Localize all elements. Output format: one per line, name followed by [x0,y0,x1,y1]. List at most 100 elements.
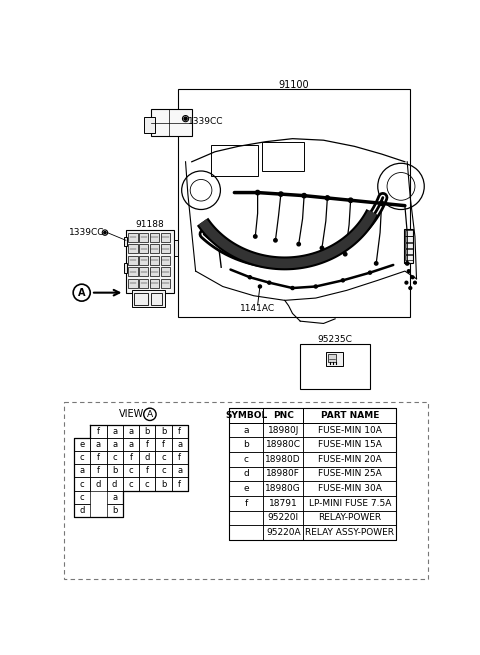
Text: 18980C: 18980C [266,440,300,449]
Text: c: c [80,453,84,462]
Bar [123,425,139,438]
Bar [263,452,303,466]
Text: b: b [112,466,117,476]
Bar [303,481,396,496]
Circle shape [279,192,283,196]
Circle shape [274,238,277,242]
Text: 91100: 91100 [279,80,310,90]
Text: 1339CC: 1339CC [70,228,105,237]
Text: c: c [80,479,84,489]
Circle shape [320,246,324,250]
Text: FUSE-MIN 25A: FUSE-MIN 25A [318,470,382,479]
Text: e: e [80,440,84,449]
Text: b: b [161,479,166,489]
Bar [128,255,137,265]
Circle shape [409,287,412,290]
Bar [404,229,413,263]
Text: SYMBOL: SYMBOL [225,411,267,420]
Text: a: a [128,427,133,436]
Bar [161,267,170,276]
Text: f: f [146,440,149,449]
Text: 1339CC: 1339CC [188,117,223,126]
Bar [161,233,170,242]
Circle shape [369,271,372,274]
Bar [128,267,137,276]
Text: PART NAME: PART NAME [321,411,379,420]
Text: 18791: 18791 [269,498,298,508]
Text: a: a [112,493,117,502]
Bar [178,89,410,316]
Bar [132,290,165,307]
Text: c: c [129,479,133,489]
Text: 18980F: 18980F [266,470,300,479]
Text: c: c [80,493,84,502]
Text: A: A [147,410,153,419]
Bar [263,438,303,452]
Circle shape [411,276,414,278]
Bar [107,451,123,464]
Bar [172,451,188,464]
Text: f: f [244,498,248,508]
Bar [326,352,343,365]
Bar [128,279,137,288]
Bar [303,466,396,481]
Text: A: A [78,288,85,297]
Bar [405,236,413,242]
Bar [161,255,170,265]
Bar [303,408,396,422]
Circle shape [374,262,378,265]
Circle shape [408,270,410,272]
Bar [74,504,90,517]
Text: FUSE-MIN 10A: FUSE-MIN 10A [318,426,382,435]
Bar [107,425,123,438]
Bar [229,438,263,452]
Bar [405,242,413,248]
Bar [328,354,336,362]
Bar [229,452,263,466]
Text: b: b [144,427,150,436]
Bar [263,525,303,540]
Circle shape [325,196,330,200]
Bar [150,233,159,242]
Bar [107,491,123,504]
Bar [172,477,188,491]
Text: d: d [96,479,101,489]
Circle shape [268,281,271,284]
Text: a: a [243,426,249,435]
Bar [263,496,303,510]
Text: 18980J: 18980J [267,426,299,435]
Bar [90,464,107,477]
Bar [134,293,148,305]
Circle shape [104,231,106,234]
Bar [229,496,263,510]
Text: RELAY-POWER: RELAY-POWER [318,514,382,523]
Bar [229,408,263,422]
Text: f: f [162,440,165,449]
Text: LP-MINI FUSE 7.5A: LP-MINI FUSE 7.5A [309,498,391,508]
Circle shape [314,285,317,288]
Circle shape [414,281,416,284]
Bar [139,438,156,451]
Text: a: a [112,440,117,449]
Bar [139,244,148,253]
Circle shape [406,262,409,265]
Bar [126,229,174,293]
Text: a: a [96,440,101,449]
Circle shape [253,234,257,238]
Text: RELAY ASSY-POWER: RELAY ASSY-POWER [305,528,395,537]
Bar [90,451,107,464]
Text: FUSE-MIN 30A: FUSE-MIN 30A [318,484,382,493]
Text: b: b [112,506,117,515]
Text: f: f [130,453,132,462]
Bar [150,244,159,253]
Text: 1141AC: 1141AC [240,303,275,312]
Bar [107,504,123,517]
Text: d: d [144,453,150,462]
Bar [90,477,107,491]
Bar [139,267,148,276]
Bar [172,425,188,438]
Bar [263,510,303,525]
Bar [229,525,263,540]
Bar [139,451,156,464]
Text: f: f [146,466,149,476]
